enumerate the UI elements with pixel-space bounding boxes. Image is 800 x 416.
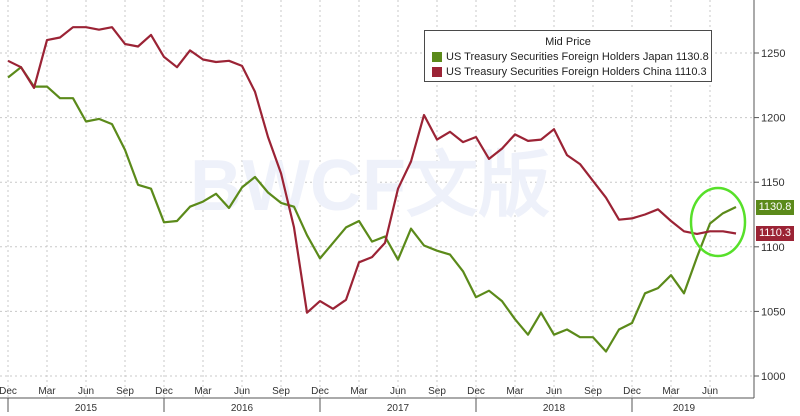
- legend-item-china: US Treasury Securities Foreign Holders C…: [432, 66, 707, 78]
- legend-label-japan: US Treasury Securities Foreign Holders J…: [446, 51, 673, 63]
- legend-value-china: 1110.3: [674, 66, 707, 78]
- x-tick-label: Jun: [78, 386, 94, 397]
- legend-title: Mid Price: [545, 36, 591, 48]
- y-tick-label: 1150: [761, 177, 785, 189]
- y-tick-label: 1000: [761, 371, 785, 383]
- legend-swatch-china: [432, 67, 442, 77]
- series-lines: [7, 26, 737, 353]
- y-tick-label: 1200: [761, 113, 785, 125]
- x-tick-label: Mar: [506, 386, 524, 397]
- x-tick-label: Jun: [390, 386, 406, 397]
- x-tick-label: Sep: [272, 386, 290, 397]
- legend: Mid Price US Treasury Securities Foreign…: [424, 30, 712, 82]
- x-year-label: 2015: [75, 403, 98, 414]
- x-tick-label: Mar: [194, 386, 212, 397]
- x-tick-label: Jun: [546, 386, 562, 397]
- x-tick-label: Dec: [155, 386, 173, 397]
- y-tick-label: 1250: [761, 48, 785, 60]
- y-tick-label: 1050: [761, 306, 785, 318]
- x-year-label: 2017: [387, 403, 410, 414]
- legend-label-china: US Treasury Securities Foreign Holders C…: [446, 66, 672, 78]
- x-tick-label: Dec: [467, 386, 485, 397]
- x-tick-label: Mar: [38, 386, 56, 397]
- y-axis-ticks: 1000 1050 1100 1150 1200 1250: [754, 48, 785, 383]
- x-axis-ticks: Dec Mar Jun Sep Dec Mar Jun Sep Dec Mar Jun Sep Dec M…: [0, 386, 718, 414]
- x-tick-label: Jun: [234, 386, 250, 397]
- x-tick-label: Sep: [428, 386, 446, 397]
- legend-swatch-japan: [432, 52, 442, 62]
- x-tick-label: Sep: [116, 386, 134, 397]
- y-tick-label: 1100: [761, 242, 785, 254]
- x-tick-label: Dec: [311, 386, 329, 397]
- x-tick-label: Sep: [584, 386, 602, 397]
- x-year-label: 2016: [231, 403, 254, 414]
- x-tick-label: Mar: [350, 386, 368, 397]
- x-tick-label: Jun: [702, 386, 718, 397]
- x-tick-label: Dec: [623, 386, 641, 397]
- last-value-tag-japan: 1130.8: [756, 200, 794, 215]
- x-year-label: 2018: [543, 403, 566, 414]
- legend-value-japan: 1130.8: [675, 51, 709, 63]
- highlight-circle: [689, 186, 747, 258]
- series-line-china: [7, 26, 737, 314]
- x-tick-label: Dec: [0, 386, 17, 397]
- legend-item-japan: US Treasury Securities Foreign Holders J…: [432, 51, 709, 63]
- x-tick-label: Mar: [662, 386, 680, 397]
- last-value-tag-china: 1110.3: [756, 226, 794, 241]
- x-year-label: 2019: [673, 403, 696, 414]
- series-line-japan: [7, 66, 737, 353]
